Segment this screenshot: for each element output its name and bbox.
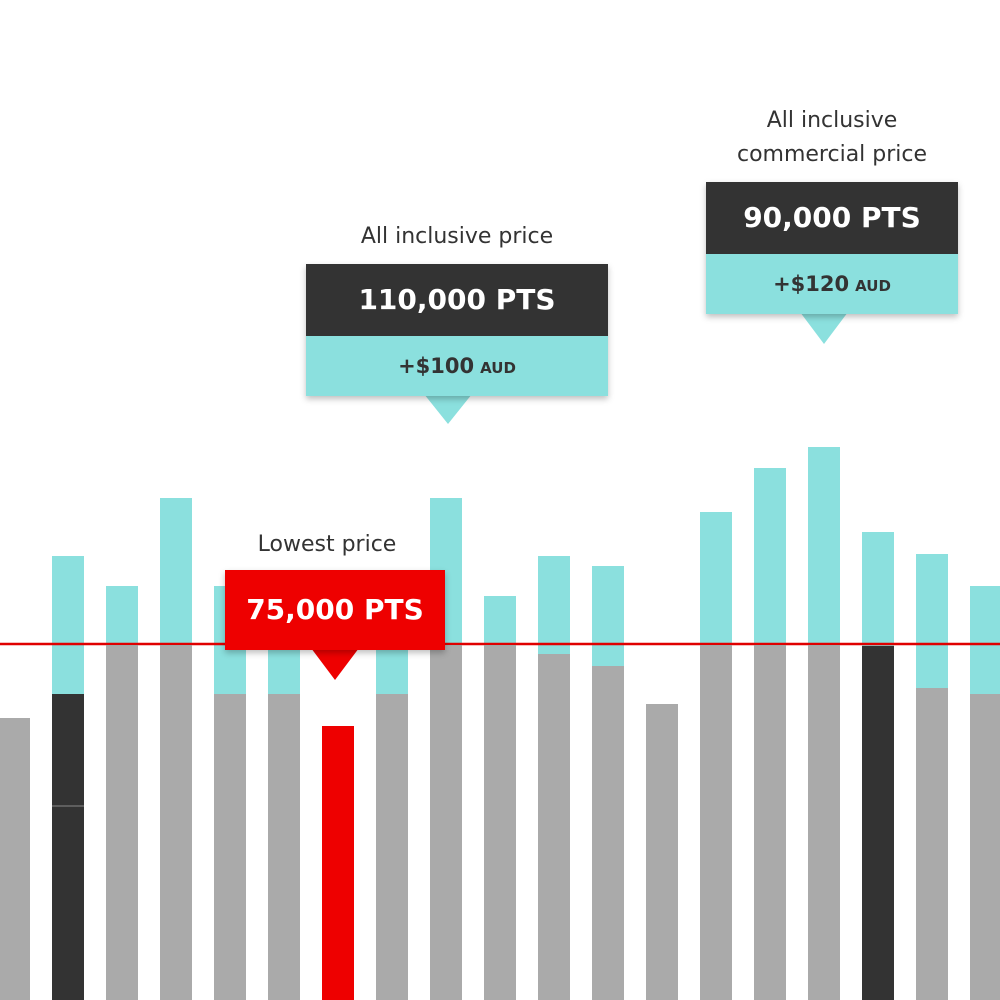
currency: AUD (855, 277, 891, 295)
bar-segment (430, 646, 462, 1000)
extra-cost: +$120 AUD (706, 254, 958, 314)
bar-segment (160, 646, 192, 1000)
bar-segment (970, 586, 1000, 694)
bar-segment (862, 532, 894, 646)
callout-label: All inclusive commercial price (706, 104, 958, 172)
bar-segment (646, 704, 678, 1000)
bar-segment (862, 646, 894, 1000)
bar-segment (160, 498, 192, 646)
price: 75,000 PTS (225, 570, 445, 650)
amount: +$120 (773, 272, 850, 296)
bar-segment (322, 726, 354, 1000)
callout: 75,000 PTS (225, 570, 445, 650)
bar-segment (484, 646, 516, 1000)
bar-segment (376, 694, 408, 1000)
bar-segment (268, 694, 300, 1000)
bar-segment (754, 468, 786, 646)
pointer (424, 394, 472, 424)
bar-segment (538, 556, 570, 654)
pointer (311, 648, 359, 680)
bar-segment (700, 646, 732, 1000)
bar-segment (214, 694, 246, 1000)
bar-segment (592, 666, 624, 1000)
currency: AUD (480, 359, 516, 377)
callout: 110,000 PTS +$100 AUD (306, 264, 608, 396)
bar-segment (970, 694, 1000, 1000)
bar-segment (808, 447, 840, 646)
price: 90,000 PTS (706, 182, 958, 254)
extra-cost: +$100 AUD (306, 336, 608, 396)
amount: +$100 (398, 354, 475, 378)
bar-segment (538, 654, 570, 1000)
price: 110,000 PTS (306, 264, 608, 336)
bars (0, 447, 1000, 1000)
bar-segment (484, 596, 516, 646)
callout-label: Lowest price (257, 532, 397, 557)
bar-segment (52, 556, 84, 694)
bar-segment (916, 554, 948, 688)
bar-segment (0, 718, 30, 1000)
bar-segment (700, 512, 732, 646)
callout: 90,000 PTS +$120 AUD (706, 182, 958, 314)
label-line: All inclusive (766, 108, 898, 133)
pointer (800, 312, 848, 344)
bar-segment (106, 586, 138, 646)
callout-label: All inclusive price (360, 224, 554, 249)
label-line: commercial price (736, 142, 928, 167)
bar-segment (106, 646, 138, 1000)
bar-segment (808, 646, 840, 1000)
bar-segment (754, 646, 786, 1000)
bar-segment (52, 694, 84, 1000)
bar-segment (916, 688, 948, 1000)
bar-segment (592, 566, 624, 666)
